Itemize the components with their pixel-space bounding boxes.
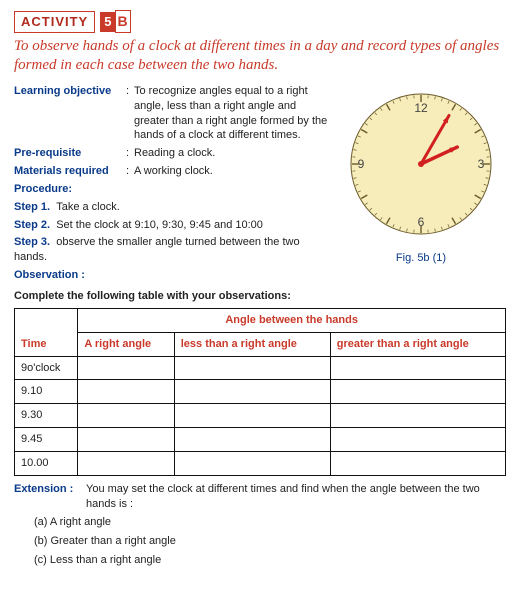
prereq-label: Pre-requisite bbox=[14, 146, 126, 161]
table-row: 9.10 bbox=[15, 380, 506, 404]
cell bbox=[330, 404, 505, 428]
activity-header: ACTIVITY 5B bbox=[14, 10, 506, 33]
col-rightangle: A right angle bbox=[78, 332, 174, 356]
activity-title: To observe hands of a clock at different… bbox=[14, 37, 506, 76]
col-time: Time bbox=[15, 308, 78, 356]
step-text: Take a clock. bbox=[56, 201, 120, 213]
cell bbox=[174, 428, 330, 452]
learning-objective: Learning objective : To recognize angles… bbox=[14, 84, 330, 143]
time-cell: 9.30 bbox=[15, 404, 78, 428]
svg-text:12: 12 bbox=[414, 101, 428, 115]
materials: Materials required : A working clock. bbox=[14, 164, 330, 179]
cell bbox=[330, 380, 505, 404]
figure-label: Fig. 5b (1) bbox=[336, 251, 506, 266]
cell bbox=[174, 404, 330, 428]
table-row: 9o'clock bbox=[15, 356, 506, 380]
extension-label: Extension : bbox=[14, 482, 86, 512]
step-text: Set the clock at 9:10, 9:30, 9:45 and 10… bbox=[56, 219, 263, 231]
svg-text:3: 3 bbox=[478, 157, 485, 171]
extension: Extension : You may set the clock at dif… bbox=[14, 482, 506, 512]
activity-label: ACTIVITY bbox=[14, 11, 95, 33]
objective-text: To recognize angles equal to a right ang… bbox=[134, 84, 330, 143]
activity-number: 5 bbox=[100, 12, 115, 32]
extension-options: (a) A right angle (b) Greater than a righ… bbox=[14, 515, 506, 568]
table-row: 10.00 bbox=[15, 451, 506, 475]
col-group: Angle between the hands bbox=[78, 308, 506, 332]
cell bbox=[78, 380, 174, 404]
extension-option: (b) Greater than a right angle bbox=[34, 534, 506, 549]
step-label: Step 1. bbox=[14, 201, 50, 213]
time-cell: 9.45 bbox=[15, 428, 78, 452]
cell bbox=[174, 451, 330, 475]
svg-text:9: 9 bbox=[358, 157, 365, 171]
col-lessthan: less than a right angle bbox=[174, 332, 330, 356]
materials-text: A working clock. bbox=[134, 164, 213, 179]
step-text: observe the smaller angle turned between… bbox=[14, 236, 300, 263]
cell bbox=[330, 356, 505, 380]
time-cell: 10.00 bbox=[15, 451, 78, 475]
cell bbox=[330, 428, 505, 452]
time-cell: 9o'clock bbox=[15, 356, 78, 380]
extension-text: You may set the clock at different times… bbox=[86, 482, 506, 512]
time-cell: 9.10 bbox=[15, 380, 78, 404]
cell bbox=[174, 380, 330, 404]
observation-table: Time Angle between the hands A right ang… bbox=[14, 308, 506, 476]
step-label: Step 3. bbox=[14, 236, 50, 248]
cell bbox=[78, 356, 174, 380]
svg-text:6: 6 bbox=[418, 215, 425, 229]
materials-label: Materials required bbox=[14, 164, 126, 179]
table-row: 9.30 bbox=[15, 404, 506, 428]
cell bbox=[78, 451, 174, 475]
clock-icon: 3 6 9 12 bbox=[341, 84, 501, 244]
step-label: Step 2. bbox=[14, 219, 50, 231]
extension-option: (c) Less than a right angle bbox=[34, 553, 506, 568]
col-greaterthan: greater than a right angle bbox=[330, 332, 505, 356]
table-intro: Complete the following table with your o… bbox=[14, 289, 506, 304]
prerequisite: Pre-requisite : Reading a clock. bbox=[14, 146, 330, 161]
cell bbox=[330, 451, 505, 475]
clock-figure: 3 6 9 12 Fig. 5b (1) bbox=[336, 84, 506, 266]
activity-letter: B bbox=[115, 10, 131, 33]
cell bbox=[174, 356, 330, 380]
prereq-text: Reading a clock. bbox=[134, 146, 215, 161]
extension-option: (a) A right angle bbox=[34, 515, 506, 530]
cell bbox=[78, 404, 174, 428]
observation-label: Observation : bbox=[14, 268, 506, 283]
table-row: 9.45 bbox=[15, 428, 506, 452]
cell bbox=[78, 428, 174, 452]
objective-label: Learning objective bbox=[14, 84, 126, 143]
